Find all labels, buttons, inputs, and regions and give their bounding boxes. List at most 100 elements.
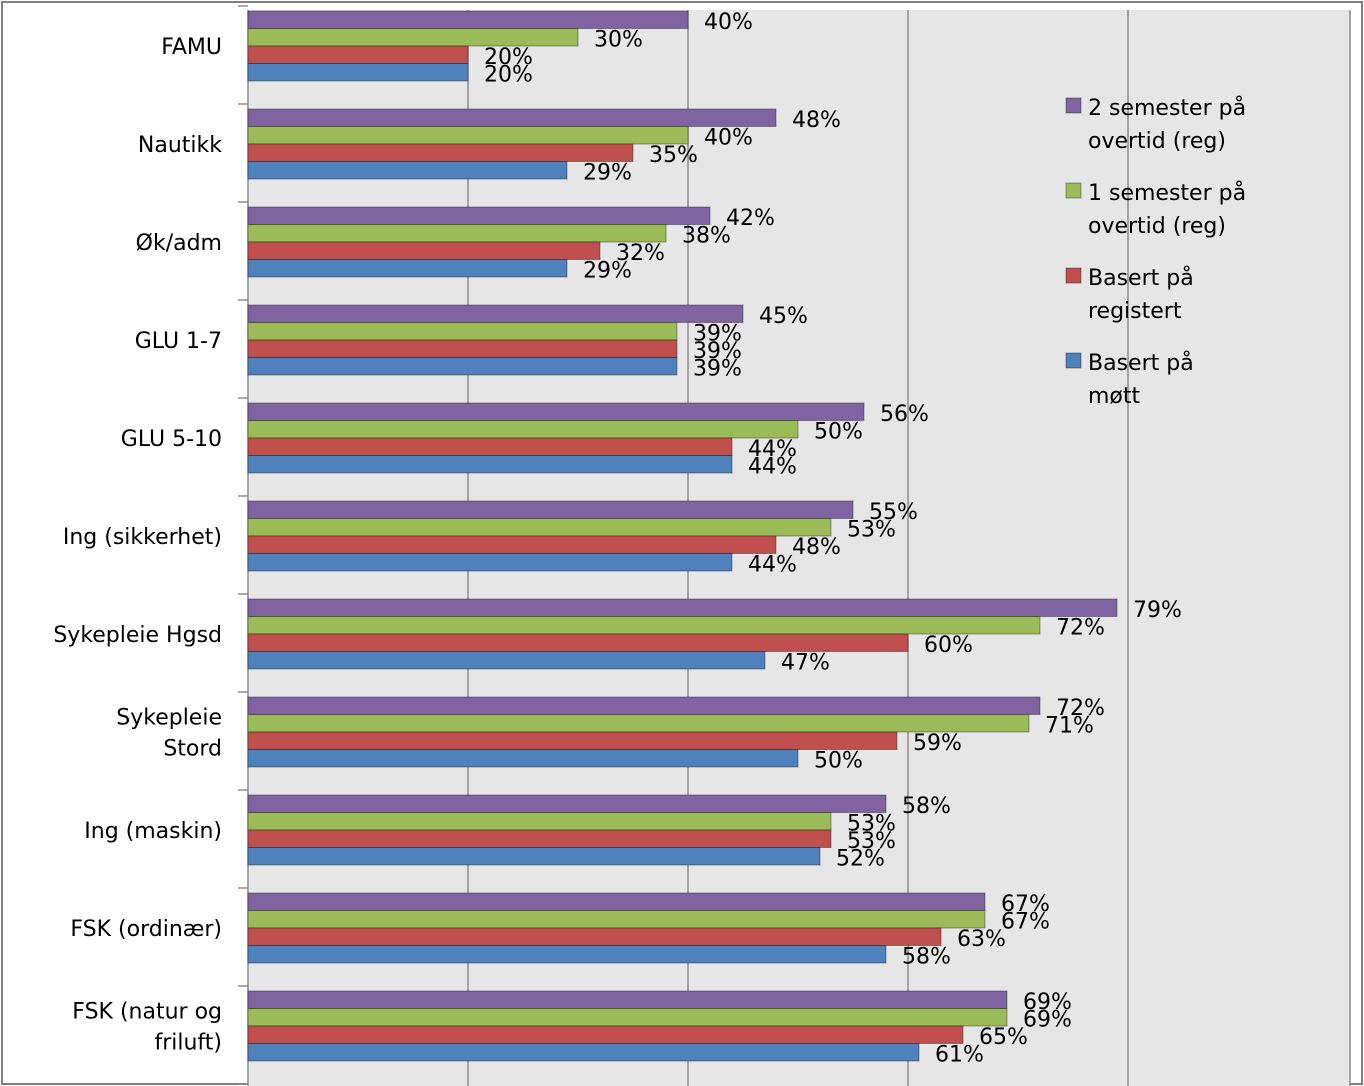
data-label: 48%	[792, 108, 841, 133]
data-label: 63%	[957, 927, 1006, 952]
bar-s2	[247, 794, 887, 813]
category-label: FSK (ordinær)	[70, 917, 222, 942]
bar-mott	[247, 357, 678, 376]
data-label: 59%	[913, 731, 962, 756]
data-label: 39%	[693, 322, 742, 347]
bar-mott	[247, 63, 469, 82]
data-label: 20%	[484, 45, 533, 70]
data-label: 53%	[847, 518, 896, 543]
bar-s2	[247, 108, 777, 127]
category-label: FAMU	[161, 35, 222, 60]
legend-label: overtid (reg)	[1088, 129, 1226, 154]
data-label: 32%	[616, 241, 665, 266]
bar-s2	[247, 598, 1118, 617]
bar-s2	[247, 402, 865, 421]
data-label: 47%	[781, 651, 830, 676]
data-label: 38%	[682, 224, 731, 249]
bar-s1	[247, 714, 1030, 733]
bar-mott	[247, 553, 733, 572]
bar-s1	[247, 322, 678, 341]
data-label: 71%	[1045, 714, 1094, 739]
bar-reg	[247, 45, 469, 64]
bar-s2	[247, 990, 1008, 1009]
legend-swatch	[1065, 267, 1082, 284]
bar-s1	[247, 910, 986, 929]
data-label: 58%	[902, 945, 951, 970]
data-label: 30%	[594, 28, 643, 53]
category-label: Nautikk	[138, 133, 222, 158]
data-label: 53%	[847, 829, 896, 854]
category-label: GLU 5-10	[121, 427, 222, 452]
bar-s2	[247, 892, 986, 911]
bar-mott	[247, 161, 568, 180]
data-label: 44%	[748, 437, 797, 462]
bar-s1	[247, 224, 667, 243]
bar-s1	[247, 812, 832, 831]
data-label: 61%	[935, 1043, 984, 1068]
category-label: friluft)	[154, 1031, 222, 1056]
data-label: 58%	[902, 794, 951, 819]
legend-swatch	[1065, 182, 1082, 199]
legend-label: møtt	[1088, 384, 1141, 409]
legend-label: 1 semester på	[1088, 180, 1246, 206]
data-label: 65%	[979, 1025, 1028, 1050]
legend-swatch	[1065, 352, 1082, 369]
data-label: 42%	[726, 206, 775, 231]
data-label: 52%	[836, 847, 885, 872]
legend-label: Basert på	[1088, 265, 1194, 291]
bar-reg	[247, 339, 678, 358]
data-label: 44%	[748, 455, 797, 480]
data-label: 29%	[583, 259, 632, 284]
data-label: 67%	[1001, 892, 1050, 917]
category-label: Øk/adm	[136, 231, 222, 256]
bar-mott	[247, 945, 887, 964]
bar-mott	[247, 749, 799, 768]
bar-s1	[247, 420, 799, 439]
bar-s2	[247, 500, 854, 519]
category-label: FSK (natur og	[72, 1000, 222, 1025]
legend-label: overtid (reg)	[1088, 214, 1226, 239]
bar-reg	[247, 829, 832, 848]
legend: 2 semester på overtid (reg) 1 semester på o…	[1065, 95, 1246, 409]
category-label: Stord	[163, 737, 222, 762]
bar-mott	[247, 455, 733, 474]
legend-label: registert	[1088, 299, 1182, 324]
data-label: 72%	[1056, 696, 1105, 721]
data-label: 56%	[880, 402, 929, 427]
legend-label: Basert på	[1088, 350, 1194, 376]
category-label: GLU 1-7	[135, 329, 222, 354]
bar-s1	[247, 28, 579, 47]
data-label: 20%	[484, 63, 533, 88]
category-label: Sykepleie	[116, 706, 222, 731]
bar-s2	[247, 304, 744, 323]
bar-s1	[247, 518, 832, 537]
data-label: 69%	[1023, 1008, 1072, 1033]
data-labels: 40%48%42%45%56%55%79%72%58%67%69%30%40%3…	[484, 10, 1182, 1068]
data-label: 55%	[869, 500, 918, 525]
data-label: 39%	[693, 357, 742, 382]
data-label: 44%	[748, 553, 797, 578]
bars	[247, 10, 1118, 1062]
data-label: 29%	[583, 161, 632, 186]
bar-reg	[247, 241, 601, 260]
bar-mott	[247, 1043, 920, 1062]
data-label: 48%	[792, 535, 841, 560]
data-label: 45%	[759, 304, 808, 329]
data-label: 72%	[1056, 616, 1105, 641]
data-label: 69%	[1023, 990, 1072, 1015]
bar-reg	[247, 731, 898, 750]
data-label: 40%	[704, 126, 753, 151]
category-label: Sykepleie Hgsd	[53, 623, 222, 648]
bar-s2	[247, 696, 1041, 715]
bar-mott	[247, 259, 568, 278]
data-label: 53%	[847, 812, 896, 837]
data-label: 39%	[693, 339, 742, 364]
data-label: 60%	[924, 633, 973, 658]
bar-reg	[247, 535, 777, 554]
data-label: 35%	[649, 143, 698, 168]
bar-mott	[247, 847, 821, 866]
data-label: 50%	[814, 420, 863, 445]
category-label: Ing (maskin)	[84, 819, 222, 844]
bar-mott	[247, 651, 766, 670]
